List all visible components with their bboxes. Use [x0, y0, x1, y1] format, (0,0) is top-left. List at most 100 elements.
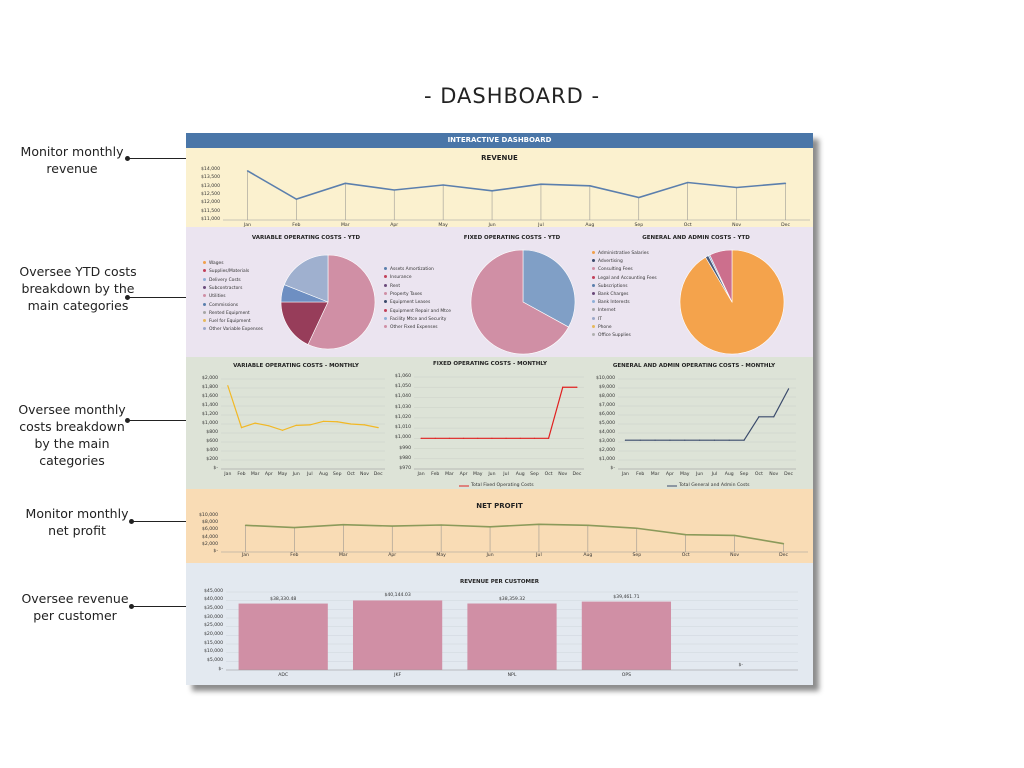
data-point [442, 184, 444, 186]
legend-item: Consulting Fees [592, 267, 633, 272]
legend-bullet [203, 294, 206, 298]
legend-bullet [592, 275, 595, 279]
y-tick-label: $10,000 [596, 376, 615, 381]
x-tick-label: Apr [665, 472, 674, 477]
legend-label: IT [598, 316, 602, 322]
legend-item: Office Supplies [592, 333, 631, 338]
callout-net-profit: Monitor monthly net profit [25, 506, 129, 538]
legend-bullet [592, 267, 595, 271]
legend-label: Advertising [598, 259, 623, 265]
revenue-per-customer-section: REVENUE PER CUSTOMER $45,000 $40,000 $35,0… [186, 563, 813, 685]
x-tick-label: Aug [515, 472, 525, 477]
data-point [342, 524, 344, 526]
x-tick-label: Jan [621, 472, 629, 477]
legend-label: Fuel for Equipment [209, 319, 251, 325]
x-tick-label: Aug [319, 472, 328, 477]
data-point [344, 182, 346, 184]
legend-bullet [592, 333, 595, 336]
callout-monthly-costs: Oversee monthly costs breakdown by the m… [18, 402, 126, 468]
legend-label: Insurance [390, 275, 412, 281]
data-point [246, 170, 249, 172]
variable_monthly-series-line [227, 385, 379, 431]
data-point [491, 437, 493, 439]
revenue-title: REVENUE [481, 154, 518, 162]
x-tick-label: Jan [241, 553, 249, 558]
revenue-section: REVENUE $14,000 $13,500 $13,000 $12,500 $12,… [186, 148, 813, 228]
data-point [440, 524, 442, 526]
legend-bullet [384, 267, 387, 270]
y-tick-label: $800 [206, 430, 218, 435]
data-point [295, 424, 297, 426]
data-point [322, 420, 325, 422]
data-point [420, 437, 422, 439]
pie-slice [283, 254, 329, 303]
admin-monthly-title: GENERAL AND ADMIN OPERATING COSTS - MONT… [612, 363, 776, 369]
data-point [713, 439, 716, 441]
x-tick-label: Mar [445, 472, 454, 477]
bar [581, 601, 672, 670]
y-tick-label: $1,020 [394, 414, 411, 420]
revenue-svg [223, 170, 810, 221]
y-tick-label: $- [218, 666, 223, 672]
x-tick-label: Oct [346, 472, 355, 477]
callout-dot [129, 519, 134, 524]
data-point [624, 439, 627, 441]
x-tick-label: Jun [292, 472, 300, 477]
data-point [669, 439, 671, 441]
data-point [227, 385, 229, 387]
fixed_monthly-svg [414, 376, 584, 487]
x-tick-label: Apr [390, 223, 399, 228]
legend-item: Phone [592, 324, 612, 330]
page-title: - DASHBOARD - [423, 84, 601, 108]
revenue_per_customer-svg [226, 591, 798, 671]
y-tick-label: $1,200 [201, 412, 218, 417]
x-tick-label: Jun [488, 472, 496, 477]
y-tick-label: $2,000 [598, 448, 615, 453]
y-tick-label: $1,800 [201, 385, 218, 390]
admin-ytd-title: GENERAL AND ADMIN COSTS - YTD [642, 235, 750, 241]
data-point [391, 525, 393, 527]
legend-item: Assets Amortization [384, 267, 434, 272]
data-point [636, 527, 638, 529]
legend-item: Bank Interests [592, 300, 630, 305]
x-tick-label: Dec [572, 472, 582, 477]
data-point [462, 437, 465, 439]
legend-bullet [384, 275, 387, 279]
legend-item: Delivery Costs [203, 277, 241, 283]
x-tick-label: Nov [732, 223, 742, 228]
y-tick-label: $1,000 [598, 457, 615, 462]
data-point [743, 439, 745, 441]
y-tick-label: $1,600 [201, 394, 218, 399]
pie-slice [280, 301, 329, 345]
y-tick-label: $12,500 [201, 192, 220, 197]
y-tick-label: $4,000 [598, 430, 615, 435]
x-tick-label: Aug [585, 223, 595, 228]
legend-bullet [592, 316, 595, 320]
y-tick-label: $- [213, 549, 218, 554]
legend-bullet [592, 300, 595, 304]
admin_monthly-svg [618, 378, 796, 487]
y-tick-label: $980 [399, 455, 411, 461]
x-tick-label: Sep [634, 223, 644, 228]
data-point [758, 416, 760, 418]
callout-revenue-per-customer: Oversee revenue per customer [21, 591, 129, 623]
y-tick-label: $14,000 [201, 167, 220, 172]
data-point [336, 421, 338, 423]
x-tick-label: Mar [250, 472, 260, 477]
x-tick-label: Nov [730, 553, 740, 558]
y-tick-label: $13,000 [201, 183, 220, 189]
legend-bullet [592, 251, 595, 254]
legend-item: Rent [384, 283, 400, 289]
x-tick-label: Jul [538, 223, 544, 228]
pie-slice [709, 249, 733, 303]
y-tick-label: $1,060 [394, 374, 411, 379]
bar-data-label: $38,330.48 [270, 596, 297, 602]
legend-label: Office Supplies [598, 333, 631, 338]
y-tick-label: $45,000 [204, 588, 223, 594]
legend-item: Utilities [203, 294, 226, 299]
bar [238, 603, 328, 670]
net_profit-series-line [245, 523, 784, 545]
data-point [589, 185, 591, 187]
x-tick-label: Oct [754, 472, 763, 477]
data-point [734, 534, 736, 537]
